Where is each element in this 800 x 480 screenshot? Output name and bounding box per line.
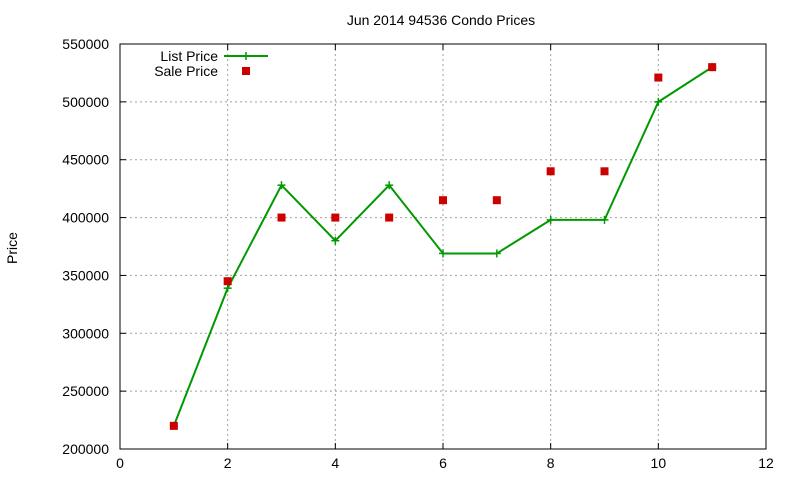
data-point <box>385 181 394 190</box>
x-tick-label: 2 <box>224 455 232 471</box>
y-tick-label: 350000 <box>62 267 109 283</box>
data-point <box>277 181 286 190</box>
y-tick-label: 200000 <box>62 441 109 457</box>
legend-label: Sale Price <box>154 63 218 79</box>
y-tick-label: 250000 <box>62 383 109 399</box>
data-point <box>223 284 232 293</box>
data-point <box>331 236 340 245</box>
data-point <box>223 277 232 286</box>
x-tick-label: 6 <box>439 455 447 471</box>
grid <box>120 44 766 449</box>
data-point <box>331 213 340 222</box>
x-tick-label: 12 <box>758 455 774 471</box>
data-point <box>439 196 447 205</box>
data-point <box>600 167 609 176</box>
data-point <box>492 196 501 205</box>
y-axis-label: Price <box>4 232 20 264</box>
legend-label: List Price <box>160 48 218 64</box>
x-tick-label: 4 <box>331 455 339 471</box>
legend-marker <box>242 52 250 60</box>
x-tick-label: 8 <box>547 455 555 471</box>
data-point <box>654 97 663 106</box>
y-tick-label: 500000 <box>62 94 109 110</box>
data-point <box>277 213 286 222</box>
data-point <box>600 215 609 224</box>
chart-title: Jun 2014 94536 Condo Prices <box>347 12 535 28</box>
legend-marker <box>242 67 250 75</box>
y-tick-label: 300000 <box>62 325 109 341</box>
x-tick-label: 0 <box>116 455 124 471</box>
data-point <box>385 213 394 222</box>
series <box>169 63 717 430</box>
series-list-price <box>169 63 717 430</box>
x-tick-label: 10 <box>651 455 667 471</box>
data-point <box>169 421 178 430</box>
legend-item-list-price: List Price <box>160 48 268 64</box>
axes: 0 2 4 6 8 10 12 200000 250000 300000 350000 400000 4… <box>62 36 774 471</box>
data-point <box>546 167 555 176</box>
y-tick-label: 400000 <box>62 210 109 226</box>
data-point <box>492 249 501 258</box>
y-tick-label: 550000 <box>62 36 109 52</box>
data-point <box>708 63 717 72</box>
legend-item-sale-price: Sale Price <box>154 63 250 79</box>
series-sale-price <box>169 63 717 430</box>
data-point <box>546 215 555 224</box>
data-point <box>439 249 447 258</box>
data-point <box>654 73 663 82</box>
y-tick-label: 450000 <box>62 152 109 168</box>
